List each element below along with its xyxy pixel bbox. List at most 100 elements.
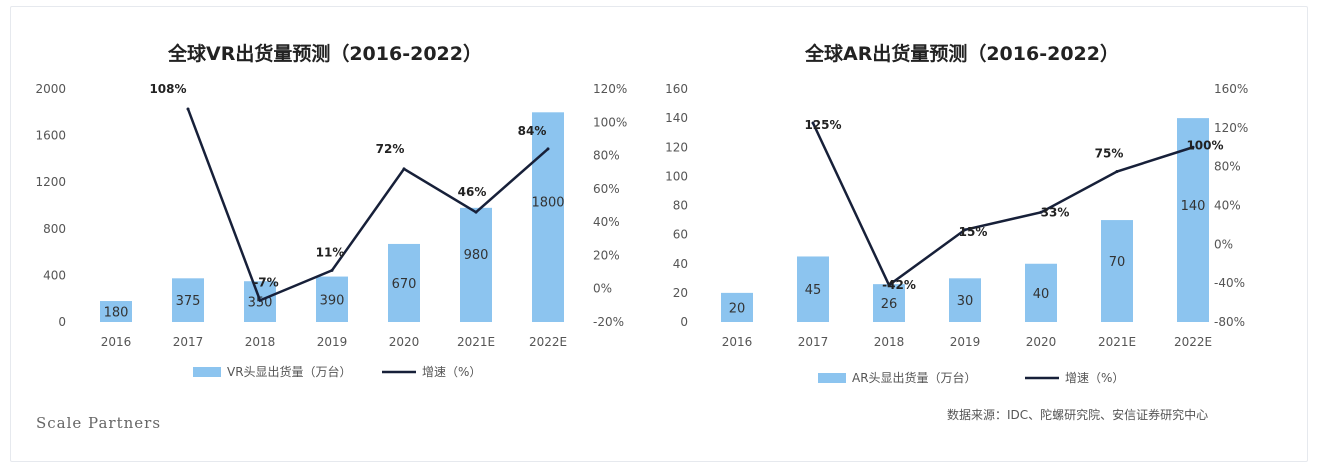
right-axis-tick-label: 40%: [1214, 199, 1241, 213]
left-axis-tick-label: 2000: [35, 82, 66, 96]
x-axis-tick-label: 2020: [1026, 335, 1057, 349]
right-axis-tick-label: 20%: [593, 248, 620, 262]
bar-value-label: 180: [104, 306, 129, 321]
right-axis-tick-label: -40%: [1214, 276, 1245, 290]
bar: [1177, 118, 1209, 322]
right-axis-tick-label: 120%: [1214, 121, 1248, 135]
growth-point: [474, 210, 478, 214]
right-axis-tick-label: 120%: [593, 82, 627, 96]
x-axis-tick-label: 2021E: [457, 335, 495, 349]
left-axis-tick-label: 100: [665, 169, 688, 183]
growth-value-label: 125%: [804, 118, 841, 132]
legend-line-label: 增速（%）: [422, 365, 481, 379]
x-axis-tick-label: 2019: [950, 335, 981, 349]
bar-value-label: 670: [392, 277, 417, 292]
left-axis-tick-label: 1600: [35, 129, 66, 143]
growth-point: [546, 147, 550, 151]
legend-bar-swatch: [193, 367, 221, 377]
left-axis-tick-label: 0: [680, 315, 688, 329]
bar: [1101, 220, 1133, 322]
growth-value-label: 108%: [149, 82, 186, 96]
legend-bar-label: VR头显出货量（万台）: [227, 364, 352, 379]
left-axis-tick-label: 140: [665, 111, 688, 125]
right-axis-tick-label: 80%: [593, 149, 620, 163]
growth-point: [1039, 210, 1043, 214]
growth-point: [1191, 145, 1195, 149]
x-axis-tick-label: 2021E: [1098, 335, 1136, 349]
growth-line: [811, 122, 1194, 288]
bar-value-label: 375: [176, 294, 201, 309]
growth-point: [963, 228, 967, 232]
x-axis-tick-label: 2022E: [1174, 335, 1212, 349]
growth-value-label: 72%: [376, 142, 405, 156]
right-axis-tick-label: 0%: [1214, 237, 1233, 251]
growth-point: [186, 107, 190, 111]
growth-point: [402, 167, 406, 171]
right-axis-tick-label: 40%: [593, 215, 620, 229]
x-axis-tick-label: 2019: [317, 335, 348, 349]
bar: [172, 278, 204, 322]
bar: [100, 301, 132, 322]
legend-bar-swatch: [818, 373, 846, 383]
bar: [721, 292, 753, 322]
right-axis-tick-label: 0%: [593, 282, 612, 296]
bar-value-label: 350: [248, 296, 273, 311]
growth-point: [258, 298, 262, 302]
x-axis-tick-label: 2018: [245, 335, 276, 349]
growth-point: [1115, 170, 1119, 174]
bar: [388, 243, 420, 322]
x-axis-tick-label: 2022E: [529, 335, 567, 349]
bar-value-label: 390: [320, 293, 345, 308]
bar-value-label: 1800: [531, 196, 564, 211]
bar: [532, 112, 564, 322]
left-axis-tick-label: 40: [673, 257, 688, 271]
x-axis-tick-label: 2017: [798, 335, 829, 349]
x-axis-tick-label: 2016: [722, 335, 753, 349]
data-source-text: 数据来源：IDC、陀螺研究院、安信证券研究中心: [947, 408, 1209, 422]
left-axis-tick-label: 160: [665, 82, 688, 96]
bar: [460, 207, 492, 322]
growth-point: [330, 268, 334, 272]
bar-value-label: 45: [805, 283, 822, 298]
growth-value-label: 46%: [458, 185, 487, 199]
left-axis-tick-label: 0: [58, 315, 66, 329]
growth-value-label: 84%: [518, 124, 547, 138]
left-axis-tick-label: 20: [673, 286, 688, 300]
growth-line: [186, 108, 549, 303]
bar: [797, 256, 829, 322]
right-axis-tick-label: 80%: [1214, 160, 1241, 174]
left-axis-tick-label: 80: [673, 199, 688, 213]
watermark-text: Scale Partners: [36, 414, 162, 432]
bar-value-label: 140: [1181, 199, 1206, 214]
legend-bar-label: AR头显出货量（万台）: [852, 370, 977, 385]
bar: [873, 284, 905, 322]
bar-value-label: 980: [464, 248, 489, 263]
chart-frame: [10, 6, 1308, 462]
growth-value-label: -42%: [882, 278, 916, 292]
right-axis-tick-label: 160%: [1214, 82, 1248, 96]
growth-value-label: 75%: [1095, 147, 1124, 161]
legend-line-label: 增速（%）: [1065, 371, 1124, 385]
bar-value-label: 40: [1033, 287, 1050, 302]
left-axis-tick-label: 400: [43, 268, 66, 282]
left-axis-tick-label: 1200: [35, 175, 66, 189]
bar-value-label: 30: [957, 294, 974, 309]
bar-value-label: 26: [881, 297, 898, 312]
growth-value-label: 15%: [959, 225, 988, 239]
chart-title: 全球AR出货量预测（2016-2022）: [804, 42, 1119, 65]
bar: [949, 278, 981, 322]
growth-value-label: 33%: [1041, 205, 1070, 219]
x-axis-tick-label: 2020: [389, 335, 420, 349]
x-axis-tick-label: 2018: [874, 335, 905, 349]
bar-value-label: 20: [729, 301, 746, 316]
left-axis-tick-label: 60: [673, 228, 688, 242]
right-axis-tick-label: 100%: [593, 115, 627, 129]
x-axis-tick-label: 2017: [173, 335, 204, 349]
bar: [1025, 263, 1057, 322]
growth-value-label: -7%: [253, 275, 278, 289]
right-axis-tick-label: -20%: [593, 315, 624, 329]
bar-value-label: 70: [1109, 255, 1126, 270]
growth-point: [887, 283, 891, 287]
